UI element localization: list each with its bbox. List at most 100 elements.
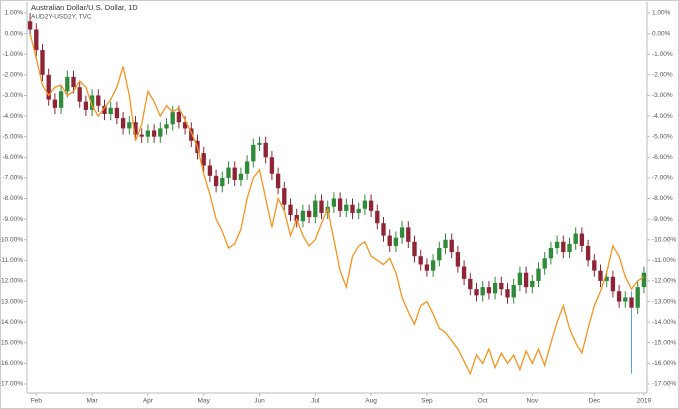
candle-body: [164, 124, 169, 129]
candle-body: [641, 272, 647, 288]
candle-body: [406, 227, 411, 242]
y-tick-label: -10.00%: [0, 236, 23, 243]
y-tick-label: -12.00%: [0, 278, 23, 285]
x-tick-label: Apr: [143, 398, 154, 405]
y-tick-label: -15.00%: [652, 339, 676, 346]
candle-body: [114, 107, 120, 119]
y-tick-label: -13.00%: [0, 298, 23, 305]
candle-body: [474, 289, 479, 296]
candle-body: [399, 227, 405, 238]
candle-body: [387, 235, 392, 246]
y-tick-label: -1.00%: [2, 51, 23, 58]
candle-body: [300, 210, 306, 222]
x-tick-label: May: [198, 398, 211, 405]
candle-body: [579, 233, 585, 246]
candle-body: [344, 204, 349, 211]
candle-body: [96, 95, 101, 106]
chart-subtitle: AUD2Y-USD2Y, TVC: [31, 14, 92, 21]
candle-body: [548, 247, 554, 259]
candle-body: [468, 278, 473, 290]
candle-body: [251, 144, 256, 162]
y-tick-label: -8.00%: [2, 195, 23, 202]
candle-body: [102, 105, 107, 114]
candle-body: [573, 233, 578, 244]
candle-body: [182, 122, 188, 129]
candle-body: [561, 241, 566, 253]
candle-body: [319, 200, 324, 213]
y-tick-label: -3.00%: [2, 92, 23, 99]
x-tick-label: Mar: [86, 398, 98, 405]
candle-body: [598, 270, 603, 281]
candle-body: [585, 245, 591, 261]
candle-body: [170, 111, 175, 125]
candle-body: [623, 297, 628, 302]
candle-body: [362, 200, 368, 209]
candle-body: [269, 157, 275, 174]
y-tick-label: -12.00%: [652, 278, 676, 285]
candle-body: [226, 167, 231, 178]
y-tick-label: 1.00%: [5, 10, 24, 17]
candle-body: [437, 247, 442, 261]
y-tick-label: -13.00%: [652, 298, 676, 305]
candle-body: [176, 111, 182, 123]
candle-body: [207, 165, 213, 176]
candle-body: [52, 99, 58, 108]
candle-body: [337, 198, 343, 211]
candle-body: [83, 101, 89, 110]
candle-body: [375, 210, 380, 224]
y-tick-label: -16.00%: [0, 360, 23, 367]
candle-body: [201, 153, 206, 166]
y-tick-label: -4.00%: [2, 113, 23, 120]
candle-body: [418, 256, 423, 265]
candle-body: [393, 237, 399, 246]
y-tick-label: -6.00%: [652, 154, 673, 161]
y-tick-label: -11.00%: [0, 257, 23, 264]
candle-body: [499, 283, 504, 290]
spread-line: [29, 33, 645, 376]
candle-body: [27, 21, 33, 30]
y-tick-label: -11.00%: [652, 257, 676, 264]
candle-body: [306, 210, 312, 218]
y-tick-label: -17.00%: [0, 381, 23, 388]
candle-body: [257, 142, 262, 145]
candle-body: [58, 91, 64, 108]
candle-body: [368, 200, 374, 211]
y-tick-label: -14.00%: [652, 319, 676, 326]
y-tick-label: -9.00%: [652, 216, 673, 223]
x-tick-label: Jul: [311, 398, 320, 405]
x-tick-label: 2019: [637, 398, 652, 405]
y-tick-label: -14.00%: [0, 319, 23, 326]
x-tick-label: Dec: [589, 398, 601, 405]
candle-body: [145, 130, 151, 137]
candle-body: [331, 198, 337, 207]
candle-body: [505, 289, 510, 298]
x-tick-label: Jun: [254, 398, 265, 405]
candle-body: [46, 74, 51, 100]
candle-body: [189, 128, 194, 141]
candle-body: [554, 241, 560, 248]
candle-body: [381, 223, 386, 236]
y-tick-label: -3.00%: [652, 92, 673, 99]
candle-body: [350, 204, 355, 213]
y-tick-label: 0.00%: [652, 30, 671, 37]
candle-body: [449, 239, 454, 253]
candle-body: [313, 200, 318, 218]
y-tick-label: -9.00%: [2, 216, 23, 223]
candle-body: [288, 204, 293, 215]
y-tick-label: 0.00%: [5, 30, 24, 37]
candle-body: [530, 280, 535, 288]
candle-body: [536, 268, 541, 281]
candle-body: [356, 208, 361, 213]
candle-body: [461, 266, 467, 279]
candle-body: [65, 76, 70, 92]
x-tick-label: Oct: [478, 398, 488, 405]
candle-body: [542, 258, 547, 269]
candle-body: [517, 272, 523, 286]
y-tick-label: -1.00%: [652, 51, 673, 58]
candle-body: [133, 122, 138, 135]
candle-body: [480, 287, 485, 296]
candle-body: [263, 142, 268, 158]
candle-body: [213, 175, 219, 187]
y-tick-label: -7.00%: [2, 175, 23, 182]
